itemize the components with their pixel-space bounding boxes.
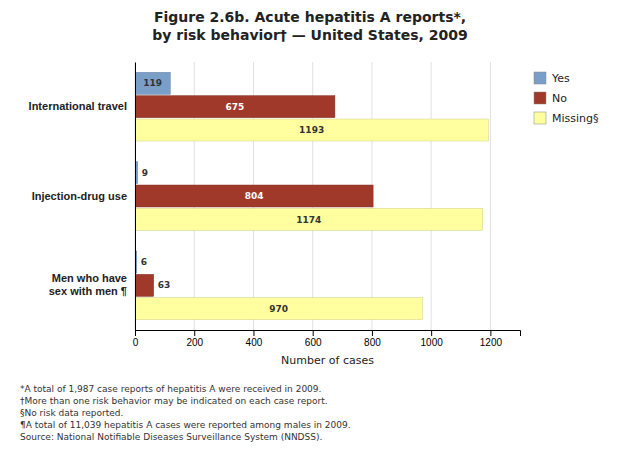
x-tick: 800 (364, 330, 381, 348)
bar (135, 185, 373, 207)
y-tick-label: International travel (29, 100, 127, 112)
chart-container: Figure 2.6b. Acute hepatitis A reports*,… (0, 0, 620, 465)
grid (135, 62, 490, 330)
bars (135, 72, 488, 319)
y-tick: Injection-drug use (32, 190, 127, 202)
data-label: 1193 (299, 125, 324, 135)
x-tick-label: 400 (246, 337, 263, 348)
x-axis-line (136, 331, 521, 337)
x-tick: 400 (246, 330, 263, 348)
legend-label: Yes (551, 72, 570, 85)
x-tick-label: 200 (186, 337, 203, 348)
x-tick-label: 600 (305, 337, 322, 348)
y-tick-label: Men who havesex with men ¶ (49, 272, 127, 297)
data-label: 1174 (296, 215, 321, 225)
footnotes: *A total of 1,987 case reports of hepati… (20, 384, 351, 442)
x-tick: 200 (186, 330, 203, 348)
legend-item: Yes (534, 72, 570, 85)
x-axis: 0 200 400 600 800 1000 1200 (133, 330, 521, 348)
data-label: 63 (158, 280, 171, 290)
data-label: 675 (226, 102, 245, 112)
legend: Yes No Missing§ (534, 72, 599, 125)
data-labels: 119 9 6 675 804 63 1193 1174 970 (141, 78, 324, 313)
footnote: †More than one risk behavior may be indi… (20, 396, 328, 406)
x-tick-mark (135, 330, 136, 336)
data-label: 9 (142, 168, 148, 178)
legend-item: Missing§ (534, 112, 599, 125)
footnote: Source: National Notifiable Diseases Sur… (20, 432, 322, 442)
title: Figure 2.6b. Acute hepatitis A reports*,… (152, 9, 468, 43)
footnote: ¶A total of 11,039 hepatitis A cases wer… (20, 420, 351, 430)
x-tick-label: 800 (364, 337, 381, 348)
x-tick: 600 (305, 330, 322, 348)
bar (135, 298, 422, 320)
data-label: 6 (141, 257, 147, 267)
grid-line (431, 62, 432, 330)
bar (135, 208, 483, 230)
x-tick: 1000 (421, 330, 444, 348)
x-tick-mark (372, 330, 373, 336)
x-tick-mark (490, 330, 491, 336)
x-tick-label: 0 (133, 337, 139, 348)
grid-line (135, 62, 136, 330)
legend-label: Missing§ (552, 112, 599, 125)
data-label: 970 (269, 304, 288, 314)
data-label: 119 (143, 78, 162, 88)
chart-svg: Figure 2.6b. Acute hepatitis A reports*,… (0, 0, 620, 465)
y-axis: International travel Injection-drug use Me… (29, 63, 136, 331)
series-2 (135, 119, 488, 320)
x-tick-mark (431, 330, 432, 336)
y-tick: International travel (29, 100, 127, 112)
bar (135, 96, 335, 118)
legend-swatch (534, 112, 546, 124)
footnote: §No risk data reported. (20, 408, 123, 418)
x-tick-mark (253, 330, 254, 336)
x-tick-mark (194, 330, 195, 336)
x-axis-title: Number of cases (281, 354, 374, 367)
grid-line (490, 62, 491, 330)
x-tick: 1200 (480, 330, 503, 348)
x-tick-label: 1000 (421, 337, 444, 348)
legend-item: No (534, 92, 567, 105)
y-tick-label: Injection-drug use (32, 190, 127, 202)
bar (135, 274, 154, 296)
data-label: 804 (245, 191, 264, 201)
y-tick: Men who havesex with men ¶ (49, 272, 127, 297)
x-tick-mark (313, 330, 314, 336)
x-tick-label: 1200 (480, 337, 503, 348)
plot: 0 200 400 600 800 1000 1200 International trave… (29, 62, 521, 367)
bar (135, 119, 488, 141)
bar (135, 72, 170, 94)
legend-label: No (552, 92, 567, 105)
legend-swatch (534, 72, 546, 84)
footnote: *A total of 1,987 case reports of hepati… (20, 384, 321, 394)
y-axis-line (135, 63, 136, 331)
legend-swatch (534, 92, 546, 104)
x-tick: 0 (133, 330, 139, 348)
